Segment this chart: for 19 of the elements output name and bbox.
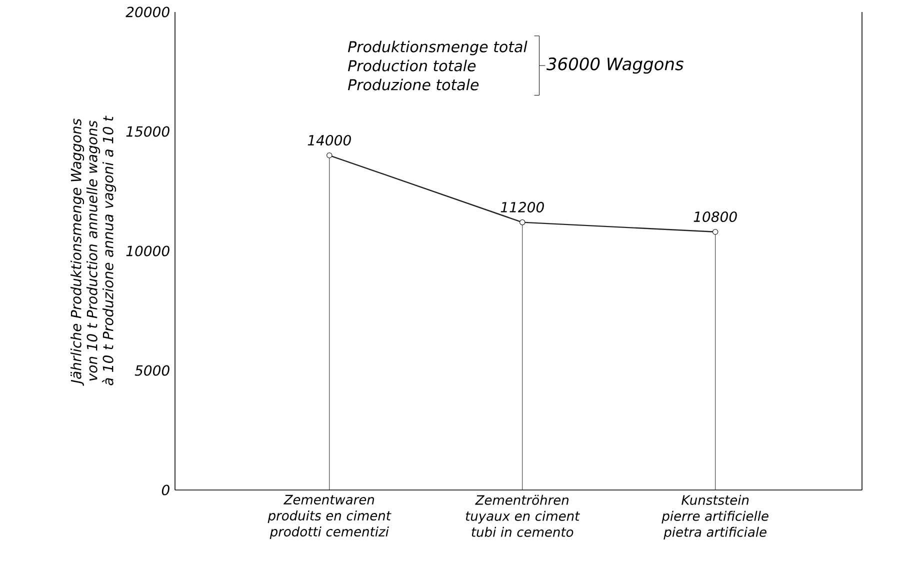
y-tick-label: 15000 [126, 126, 170, 137]
annotation: Produktionsmenge total [348, 40, 528, 56]
y-tick-label: 5000 [134, 365, 170, 376]
x-tick-label: Kunststein pierre artificielle pietra artificiale [662, 494, 768, 540]
point [326, 152, 332, 158]
x-tick-label: Zementwaren produits en ciment prodotti cementizi [268, 494, 392, 540]
y-tick-label: 10000 [126, 246, 170, 256]
data-label: 14000 [308, 134, 351, 146]
data-label: 11200 [500, 202, 544, 212]
y-axis-title: Jährliche Produktionsmenge Waggons von 10 t Production annuelle wagons à 10 t Produzione annua vagoni a 10 t [70, 116, 116, 386]
annotation: 36000 Waggons [546, 57, 684, 74]
x-tick-label: Zementröhren tuyaux en ciment tubi in cemento [466, 494, 580, 537]
annotation: Production totale [348, 60, 476, 72]
point [712, 228, 718, 235]
data-label: 10800 [694, 211, 737, 222]
point [519, 219, 526, 226]
annotation: Produzione totale [348, 78, 479, 90]
y-tick-label: 20000 [126, 6, 170, 18]
y-tick-label: 0 [162, 484, 170, 496]
